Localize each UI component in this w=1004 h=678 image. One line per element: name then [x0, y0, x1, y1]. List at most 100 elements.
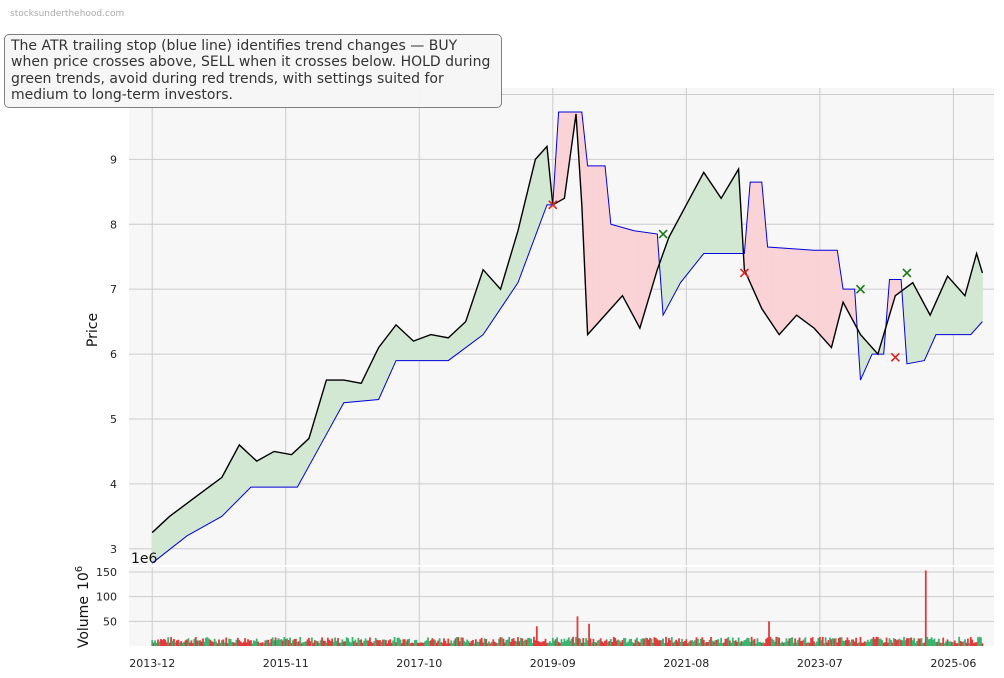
- volume-bar: [772, 639, 775, 646]
- volume-bar: [878, 638, 881, 646]
- volume-bar: [932, 639, 934, 646]
- volume-bar: [273, 640, 276, 646]
- volume-bar: [445, 643, 448, 646]
- price-tick-label: 8: [110, 218, 117, 231]
- volume-bar: [459, 641, 461, 646]
- volume-bar: [415, 639, 418, 646]
- volume-bar: [216, 643, 219, 646]
- volume-bar: [959, 640, 962, 646]
- volume-bar: [490, 641, 493, 646]
- volume-bar: [351, 636, 354, 646]
- volume-bar: [335, 640, 338, 646]
- volume-bar: [440, 642, 442, 646]
- volume-bar: [702, 639, 705, 646]
- volume-bar: [205, 637, 207, 646]
- volume-bar: [813, 641, 815, 646]
- volume-bar: [376, 639, 379, 646]
- volume-bar: [515, 641, 518, 646]
- volume-bar: [656, 639, 659, 646]
- volume-bar: [923, 642, 926, 646]
- volume-bar: [933, 638, 936, 646]
- volume-bar: [473, 643, 476, 646]
- volume-bar: [685, 639, 688, 646]
- volume-bar: [926, 636, 929, 646]
- volume-bar: [171, 640, 174, 646]
- volume-bar: [213, 638, 216, 646]
- volume-bar: [637, 641, 640, 646]
- volume-bar: [773, 641, 776, 646]
- volume-bar: [759, 641, 762, 646]
- volume-bar: [727, 637, 730, 646]
- volume-bar: [707, 642, 709, 646]
- volume-bar: [598, 639, 601, 646]
- volume-bar: [859, 636, 862, 646]
- volume-bar: [374, 637, 377, 646]
- volume-bar: [676, 641, 679, 646]
- volume-bar: [602, 642, 605, 646]
- volume-bar: [370, 641, 373, 646]
- volume-bar: [855, 637, 858, 646]
- volume-bar: [364, 638, 367, 646]
- volume-bar: [379, 640, 381, 646]
- volume-bar: [907, 638, 910, 646]
- volume-bar: [654, 637, 657, 646]
- volume-bar: [917, 638, 920, 646]
- volume-bar: [836, 642, 839, 646]
- volume-bar: [683, 640, 686, 646]
- volume-bar: [937, 638, 940, 646]
- volume-axis-label: Volume 106: [74, 566, 92, 648]
- volume-bar: [212, 641, 215, 646]
- volume-bar: [977, 637, 979, 646]
- volume-bar: [845, 640, 847, 646]
- volume-bar: [582, 638, 585, 646]
- volume-bar: [206, 637, 209, 646]
- volume-bar: [881, 640, 884, 646]
- volume-bar: [742, 641, 744, 646]
- volume-bar: [814, 643, 817, 646]
- volume-bar: [441, 642, 444, 646]
- volume-bar: [604, 640, 606, 646]
- volume-bar: [583, 642, 586, 646]
- volume-bar: [382, 639, 384, 646]
- volume-bar: [453, 640, 456, 646]
- volume-bar: [421, 642, 424, 646]
- volume-bar: [429, 640, 432, 646]
- volume-bar: [283, 636, 286, 646]
- volume-bar: [591, 642, 593, 646]
- volume-bar: [228, 638, 231, 646]
- volume-bar: [534, 640, 537, 646]
- signal-markers: [548, 200, 912, 362]
- volume-bar: [586, 640, 589, 646]
- volume-bar: [450, 640, 453, 646]
- volume-bar: [882, 642, 885, 646]
- volume-bar: [197, 640, 200, 646]
- volume-bar: [929, 639, 932, 646]
- volume-bar: [300, 643, 303, 646]
- volume-bar: [940, 642, 943, 646]
- volume-bar: [669, 640, 672, 646]
- volume-bar: [466, 639, 469, 646]
- volume-bar: [244, 638, 247, 646]
- volume-bar: [308, 637, 310, 646]
- volume-bar: [155, 642, 158, 646]
- volume-bar: [804, 637, 807, 646]
- volume-bar: [692, 641, 695, 646]
- volume-bar: [832, 638, 834, 646]
- volume-bar: [522, 641, 525, 646]
- volume-bar: [443, 638, 445, 646]
- volume-bar: [178, 642, 181, 646]
- volume-bar: [371, 643, 374, 646]
- volume-bar: [512, 638, 515, 646]
- volume-bar: [495, 642, 498, 646]
- volume-bar: [640, 639, 643, 646]
- volume-bar: [324, 640, 326, 646]
- volume-bar: [843, 640, 846, 646]
- volume-bar: [348, 641, 351, 646]
- volume-bar: [389, 639, 392, 646]
- volume-bar: [521, 638, 524, 646]
- volume-bar: [895, 640, 898, 646]
- volume-bar: [638, 642, 641, 646]
- volume-bar: [476, 641, 479, 646]
- volume-bar: [971, 639, 974, 646]
- volume-bar: [492, 639, 495, 646]
